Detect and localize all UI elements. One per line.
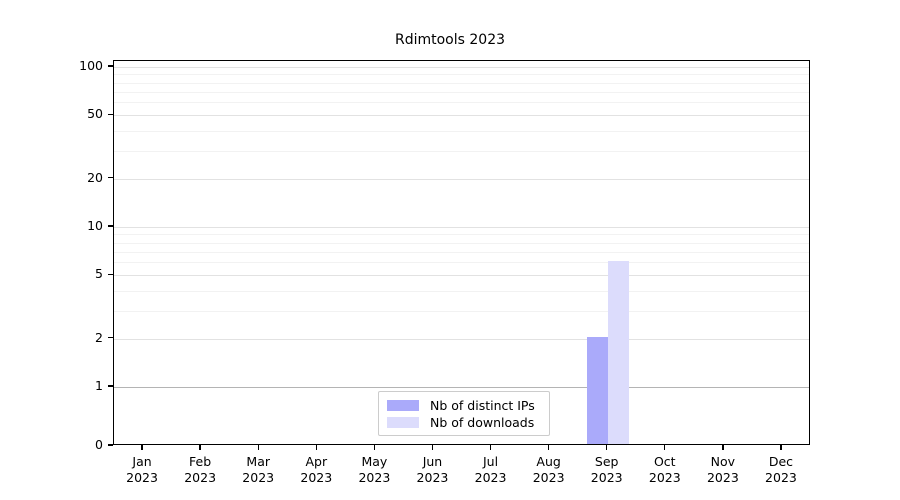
x-tick-year: 2023 (300, 470, 333, 485)
x-tick-year: 2023 (474, 470, 507, 485)
x-tick-label: Sep 2023 (567, 454, 647, 486)
x-tick-mark (199, 445, 201, 450)
x-tick-month: Dec (768, 454, 794, 469)
gridline (114, 227, 809, 228)
x-tick-mark (257, 445, 259, 450)
y-tick-label: 5 (95, 266, 103, 282)
x-tick-label: Jan 2023 (102, 454, 182, 486)
x-tick-label: Dec 2023 (741, 454, 821, 486)
gridline (114, 234, 809, 236)
chart-title: Rdimtools 2023 (394, 32, 506, 48)
x-tick-label: Jul 2023 (451, 454, 531, 486)
x-tick-month: Feb (189, 454, 212, 469)
gridline (114, 130, 809, 132)
x-tick-month: Apr (305, 454, 328, 469)
gridline (114, 74, 809, 76)
gridline (114, 275, 809, 277)
gridline (114, 310, 809, 312)
x-tick-label: Mar 2023 (218, 454, 298, 486)
x-tick-month: May (361, 454, 388, 469)
legend-item: Nb of downloads (387, 414, 541, 431)
gridline (114, 178, 809, 180)
gridline (114, 338, 809, 340)
x-tick-month: Jan (132, 454, 152, 469)
x-tick-mark (431, 445, 434, 450)
legend-item: Nb of distinct IPs (387, 397, 541, 414)
x-tick-mark (373, 445, 376, 450)
x-tick-label: Oct 2023 (625, 454, 705, 486)
x-tick-label: Jun 2023 (392, 454, 472, 486)
chart-legend: Nb of distinct IPs Nb of downloads (378, 391, 550, 436)
x-tick-mark (780, 445, 782, 450)
x-tick-mark (489, 445, 492, 450)
gridline (114, 67, 809, 68)
x-tick-year: 2023 (532, 470, 565, 485)
gridline (114, 387, 809, 388)
x-tick-year: 2023 (126, 470, 158, 485)
x-tick-month: Jul (482, 454, 499, 469)
y-tick-label: 20 (87, 169, 103, 185)
x-tick-mark (547, 445, 550, 450)
x-tick-mark (664, 445, 666, 450)
x-tick-year: 2023 (358, 470, 391, 485)
x-tick-mark (315, 445, 317, 450)
x-tick-mark (722, 445, 724, 450)
x-tick-label: May 2023 (334, 454, 414, 486)
x-tick-month: Jun (422, 454, 443, 469)
gridline (114, 91, 809, 93)
gridline (114, 102, 809, 104)
y-tick-label: 100 (79, 58, 103, 73)
x-tick-month: Sep (594, 454, 619, 469)
legend-label: Nb of downloads (430, 415, 535, 430)
y-tick-label: 50 (87, 106, 103, 122)
legend-swatch (387, 400, 419, 411)
y-tick-label: 1 (95, 378, 103, 393)
x-tick-mark (606, 445, 608, 450)
x-tick-year: 2023 (706, 470, 739, 485)
y-tick-label: 2 (95, 329, 103, 345)
gridline (114, 150, 809, 152)
gridline (114, 251, 809, 253)
bar-sep-series-1 (607, 260, 629, 444)
x-tick-label: Apr 2023 (276, 454, 356, 486)
y-tick-label: 10 (87, 218, 103, 233)
plot-area (113, 60, 810, 445)
x-tick-month: Mar (246, 454, 270, 469)
x-tick-year: 2023 (765, 470, 797, 485)
x-tick-month: Aug (536, 454, 561, 469)
gridline (114, 82, 809, 84)
x-tick-label: Aug 2023 (509, 454, 589, 486)
x-tick-month: Oct (653, 454, 676, 469)
x-tick-year: 2023 (648, 470, 681, 485)
legend-swatch (387, 417, 419, 428)
bar-sep-series-0 (586, 336, 608, 444)
legend-label: Nb of distinct IPs (430, 398, 535, 413)
x-tick-label: Feb 2023 (160, 454, 240, 486)
gridline (114, 242, 809, 244)
x-tick-year: 2023 (590, 470, 623, 485)
gridline (114, 115, 809, 117)
x-tick-label: Nov 2023 (683, 454, 763, 486)
x-tick-mark (141, 445, 143, 450)
x-tick-year: 2023 (242, 470, 275, 485)
y-tick-label: 0 (95, 437, 103, 452)
x-tick-year: 2023 (184, 470, 217, 485)
x-tick-month: Nov (710, 454, 736, 469)
x-tick-year: 2023 (416, 470, 449, 485)
gridline (114, 262, 809, 264)
gridline (114, 290, 809, 292)
